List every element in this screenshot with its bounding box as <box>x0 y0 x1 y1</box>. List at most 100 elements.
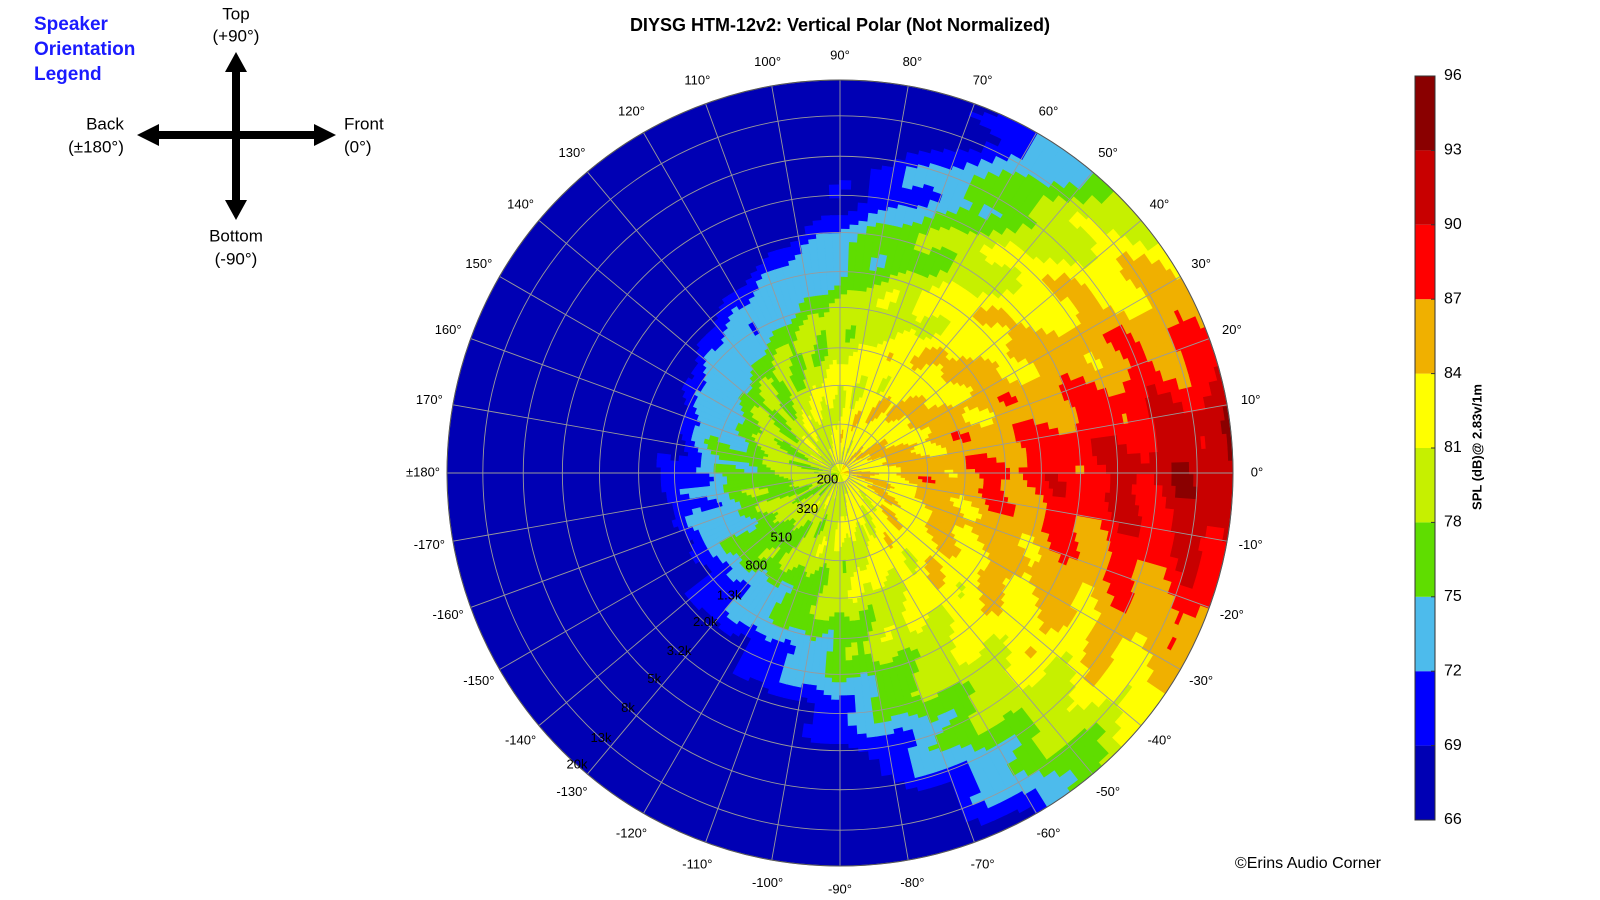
theta-grid-line <box>705 103 838 464</box>
contour-cell <box>790 686 803 702</box>
r-tick-label: 800 <box>745 557 767 572</box>
contour-cell <box>671 516 687 528</box>
theta-tick-label: 20° <box>1222 322 1242 337</box>
theta-grid-line <box>705 482 838 843</box>
colorbar-tick-label: 96 <box>1444 67 1462 84</box>
contour-cell <box>838 180 852 190</box>
theta-tick-label: -130° <box>556 784 587 799</box>
colorbar-segment <box>1415 448 1435 523</box>
theta-tick-label: 90° <box>830 47 850 62</box>
colorbar-tick-label: 90 <box>1444 216 1462 233</box>
theta-tick-label: -80° <box>900 875 924 890</box>
contour-cell <box>739 633 769 682</box>
r-tick-label: 200 <box>817 472 839 487</box>
theta-grid-line <box>841 85 909 464</box>
theta-grid-line <box>849 338 1210 471</box>
contour-cell <box>666 493 690 505</box>
contour-cell <box>715 309 731 326</box>
contour-cell <box>712 317 728 334</box>
contour-cell <box>660 465 697 474</box>
colorbar-tick-label: 66 <box>1444 811 1462 828</box>
theta-grid-line <box>643 481 836 814</box>
arrow-shaft <box>156 131 318 139</box>
colorbar-label: SPL (dB)@ 2.83v/1m <box>1469 384 1484 510</box>
contour-cell <box>721 294 737 311</box>
theta-grid-line <box>771 85 839 464</box>
legend-front: Front <box>344 114 384 133</box>
legend-top-angle: (+90°) <box>213 26 260 45</box>
colorbar-tick-label: 69 <box>1444 737 1462 754</box>
colorbar-tick-label: 72 <box>1444 662 1462 679</box>
r-tick-label: 8k <box>621 700 635 715</box>
polar-labels: 0° 10° 20° 30° 40° 50° 60° 70° 80° 90° 100° 110° 120… <box>406 47 1263 896</box>
theta-tick-label: 110° <box>684 73 710 88</box>
theta-tick-label: -20° <box>1220 607 1244 622</box>
credit: ©Erins Audio Corner <box>1235 855 1382 872</box>
theta-tick-label: 140° <box>507 196 534 211</box>
theta-tick-label: 50° <box>1098 145 1118 160</box>
r-tick-label: 3.2k <box>667 643 692 658</box>
contour-cell <box>968 111 986 122</box>
colorbar-segment <box>1415 522 1435 597</box>
theta-grid-line <box>538 220 833 468</box>
legend-bottom-angle: (-90°) <box>215 249 258 268</box>
r-tick-label: 5k <box>647 671 661 686</box>
theta-tick-label: 40° <box>1150 196 1170 211</box>
legend-back: Back <box>86 114 124 133</box>
theta-tick-label: ±180° <box>406 464 440 479</box>
theta-grid-line <box>847 220 1142 468</box>
theta-grid-line <box>499 477 832 670</box>
orientation-arrows <box>137 52 336 220</box>
theta-tick-label: 60° <box>1039 103 1059 118</box>
legend-top: Top <box>222 4 249 23</box>
contour-cell <box>695 467 714 474</box>
theta-grid-line <box>844 132 1037 465</box>
contour-cell <box>866 168 884 214</box>
contour-cell <box>681 433 693 442</box>
contour-cell <box>718 302 734 319</box>
theta-grid-line <box>848 276 1181 469</box>
theta-grid-line <box>587 171 835 466</box>
theta-grid-line <box>587 480 835 775</box>
theta-tick-label: 100° <box>754 54 781 69</box>
theta-grid-line <box>848 477 1181 670</box>
contour-cell <box>927 149 946 167</box>
theta-grid-line <box>452 404 831 472</box>
theta-tick-label: -40° <box>1147 732 1171 747</box>
colorbar-segment <box>1415 76 1435 151</box>
theta-tick-label: -140° <box>505 732 536 747</box>
r-tick-label: 20k <box>567 756 588 771</box>
colorbar-segment <box>1415 150 1435 225</box>
theta-tick-label: -30° <box>1189 673 1213 688</box>
arrow-head <box>225 52 247 72</box>
colorbar-segment <box>1415 596 1435 672</box>
arrow-head <box>225 200 247 220</box>
theta-grid-line <box>470 338 831 471</box>
theta-tick-label: 160° <box>435 322 462 337</box>
theta-tick-label: 130° <box>559 145 586 160</box>
contour-cell <box>723 620 739 637</box>
contour-cell <box>885 158 908 209</box>
theta-grid-line <box>499 276 832 469</box>
theta-tick-label: -100° <box>752 875 783 890</box>
colorbar-tick-label: 75 <box>1444 588 1462 605</box>
colorbar-tick-label: 93 <box>1444 142 1462 159</box>
theta-tick-label: 70° <box>973 73 993 88</box>
colorbar-segment <box>1415 299 1435 374</box>
legend-title: Legend <box>34 64 102 85</box>
legend-bottom: Bottom <box>209 226 263 245</box>
r-tick-label: 1.3k <box>717 587 742 602</box>
colorbar-segment <box>1415 671 1435 746</box>
theta-grid-line <box>844 481 1037 814</box>
theta-grid-line <box>845 171 1093 466</box>
colorbar-tick-label: 84 <box>1444 365 1462 382</box>
theta-tick-label: 150° <box>465 256 492 271</box>
colorbar-tick-label: 87 <box>1444 290 1462 307</box>
theta-tick-label: -90° <box>828 881 852 896</box>
contour-cell <box>661 481 711 493</box>
theta-grid-line <box>849 404 1228 472</box>
polar-edge <box>446 79 1234 867</box>
contour-cell <box>915 150 933 168</box>
contour-cell <box>828 184 842 199</box>
